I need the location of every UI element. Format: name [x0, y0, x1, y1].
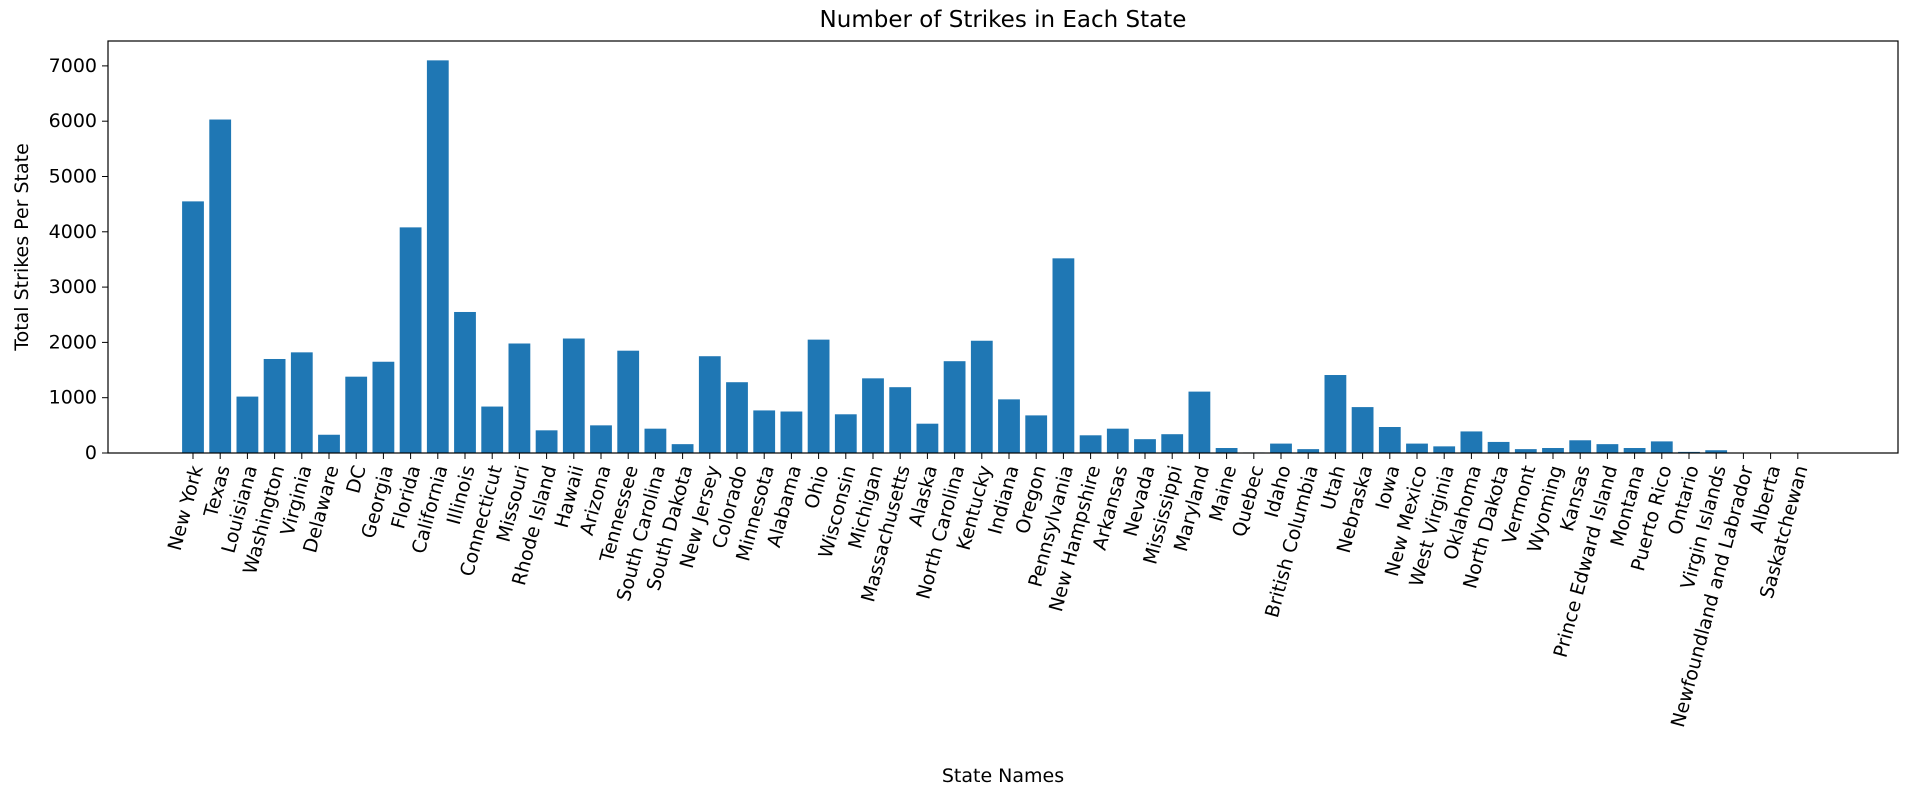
y-tick-label: 0 [85, 442, 97, 464]
bar-nevada [1134, 439, 1156, 453]
bar-north-dakota [1488, 442, 1510, 453]
y-tick-label: 4000 [49, 221, 97, 243]
bar-utah [1325, 375, 1347, 453]
bar-oklahoma [1461, 431, 1483, 453]
bar-louisiana [237, 397, 259, 453]
bar-michigan [862, 378, 884, 453]
bar-maine [1216, 448, 1238, 453]
y-tick-label: 2000 [49, 331, 97, 353]
bar-wisconsin [835, 414, 857, 453]
bar-west-virginia [1433, 446, 1455, 453]
bar-indiana [998, 399, 1020, 453]
bar-puerto-rico [1651, 441, 1673, 453]
bar-missouri [509, 344, 531, 454]
bar-pennsylvania [1053, 258, 1075, 453]
bar-rhode-island [536, 430, 558, 453]
bar-maryland [1189, 392, 1211, 453]
bar-new-jersey [699, 356, 721, 453]
bar-new-york [182, 201, 204, 453]
bar-florida [400, 227, 422, 453]
chart-title: Number of Strikes in Each State [820, 7, 1187, 33]
bar-south-dakota [672, 444, 694, 453]
bar-virginia [291, 352, 313, 453]
y-tick-label: 5000 [49, 165, 97, 187]
bar-colorado [726, 382, 748, 453]
bar-tennessee [617, 351, 639, 453]
bar-ohio [808, 340, 830, 453]
x-tick-label: DC [342, 463, 370, 496]
bar-california [427, 60, 449, 453]
bar-montana [1624, 448, 1646, 453]
y-tick-label: 1000 [49, 387, 97, 409]
bar-iowa [1379, 427, 1401, 453]
y-axis-label: Total Strikes Per State [11, 143, 33, 352]
bar-oregon [1025, 415, 1047, 453]
bar-massachusetts [889, 387, 911, 453]
bar-dc [345, 377, 367, 453]
bar-alabama [781, 412, 803, 453]
y-axis: 0 1000 2000 3000 4000 5000 6000 7000 [49, 55, 108, 464]
bar-connecticut [481, 407, 503, 453]
bar-hawaii [563, 339, 585, 453]
y-tick-label: 7000 [49, 55, 97, 77]
bar-kansas [1569, 440, 1591, 453]
bar-south-carolina [645, 429, 667, 453]
bar-alaska [917, 424, 939, 453]
bar-washington [264, 359, 286, 453]
bar-wyoming [1542, 448, 1564, 453]
y-tick-label: 6000 [49, 110, 97, 132]
bars-group [182, 60, 1809, 453]
bar-nebraska [1352, 407, 1374, 453]
bar-illinois [454, 312, 476, 453]
bar-north-carolina [944, 361, 966, 453]
x-axis: New YorkTexasLouisianaWashingtonVirginia… [164, 453, 1813, 730]
bar-new-hampshire [1080, 435, 1102, 453]
bar-prince-edward-island [1597, 444, 1619, 453]
bar-texas [209, 120, 231, 453]
bar-arizona [590, 425, 612, 453]
y-tick-label: 3000 [49, 276, 97, 298]
bar-idaho [1270, 444, 1292, 453]
bar-new-mexico [1406, 444, 1428, 453]
x-axis-label: State Names [942, 765, 1064, 787]
bar-delaware [318, 435, 340, 453]
bar-georgia [373, 362, 395, 453]
bar-kentucky [971, 341, 993, 453]
bar-mississippi [1161, 434, 1183, 453]
bar-arkansas [1107, 429, 1129, 453]
bar-minnesota [753, 410, 775, 453]
